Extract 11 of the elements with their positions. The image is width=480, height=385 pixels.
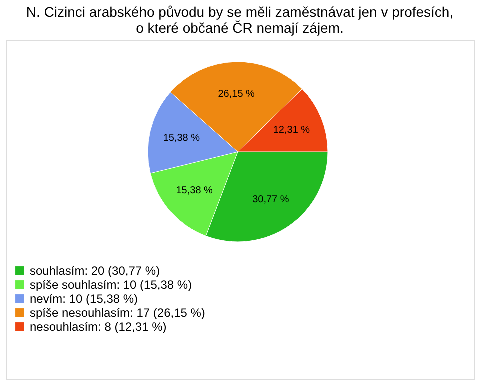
chart-title: N. Cizinci arabského původu by se měli zaměstnávat jen v profesích, o které občané ČR nemají zájem. xyxy=(26,4,454,36)
data-label: 15,38 % xyxy=(163,133,200,144)
legend-label: souhlasím: 20 (30,77 %) xyxy=(30,264,160,278)
data-label: 30,77 % xyxy=(252,194,290,206)
legend-label: nesouhlasím: 8 (12,31 %) xyxy=(30,320,167,334)
legend-label: spíše nesouhlasím: 17 (26,15 %) xyxy=(30,306,206,320)
data-label: 12,31 % xyxy=(273,125,310,136)
data-label: 15,38 % xyxy=(176,185,214,196)
legend-label: spíše souhlasím: 10 (15,38 %) xyxy=(30,278,192,292)
legend-label: nevím: 10 (15,38 %) xyxy=(30,292,138,306)
data-label: 26,15 % xyxy=(218,89,256,100)
